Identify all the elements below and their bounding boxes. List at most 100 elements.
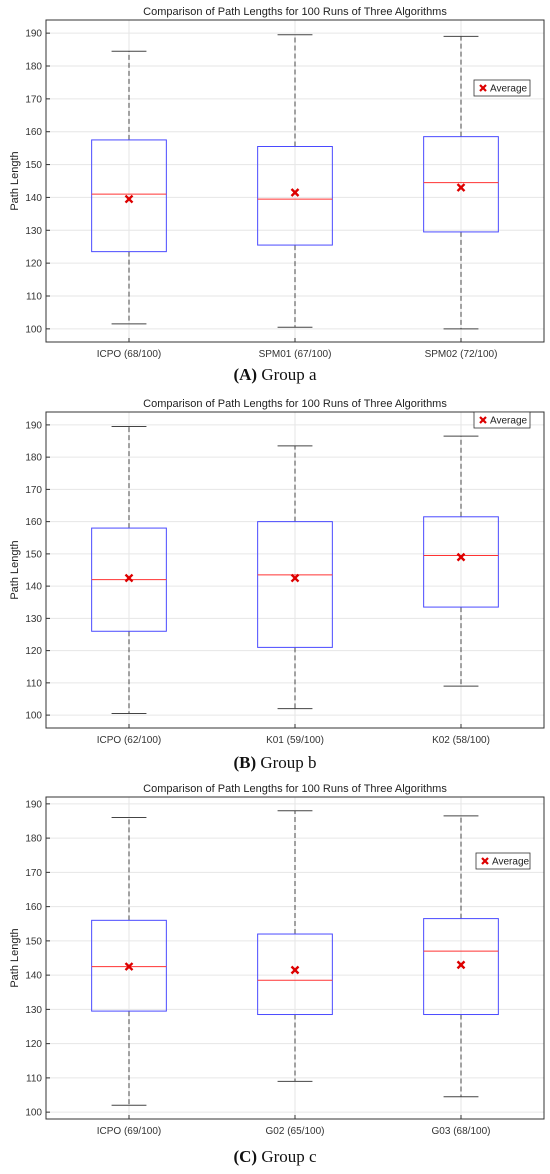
y-tick-label: 180: [25, 453, 42, 464]
legend-box: [475, 852, 531, 870]
mean-marker: [290, 188, 300, 197]
y-tick-label: 180: [25, 834, 42, 845]
caption-b-letter: (B): [233, 753, 257, 772]
iqr-box: [257, 146, 333, 246]
legend-label: Average: [490, 84, 528, 95]
y-tick-label: 130: [25, 226, 42, 237]
box-group: [91, 426, 167, 714]
caption-a: (A) Group a: [0, 365, 550, 385]
y-tick-label: 130: [25, 1005, 42, 1016]
mean-marker: [124, 194, 134, 204]
mean-marker-stroke: [456, 960, 466, 970]
caption-b-text: Group b: [256, 753, 317, 772]
mean-marker-stroke: [124, 962, 134, 971]
y-tick-label: 160: [25, 517, 42, 528]
legend-box: [473, 411, 531, 429]
boxplot-chart-a: Comparison of Path Lengths for 100 Runs …: [9, 6, 545, 360]
box-group: [257, 34, 333, 328]
y-tick-label: 160: [25, 127, 42, 138]
iqr-box: [257, 521, 333, 648]
y-axis-label: Path Length: [9, 928, 21, 987]
mean-marker-stroke: [290, 573, 300, 583]
y-tick-label: 140: [25, 582, 42, 593]
x-tick-label: ICPO (68/100): [97, 349, 161, 360]
mean-marker: [290, 965, 300, 975]
y-tick-label: 120: [25, 646, 42, 657]
box-group: [91, 817, 167, 1106]
y-tick-label: 150: [25, 160, 42, 171]
y-tick-label: 140: [25, 971, 42, 982]
box-group: [423, 35, 499, 330]
caption-c-letter: (C): [233, 1147, 258, 1166]
chart-panel-b: Comparison of Path Lengths for 100 Runs …: [0, 392, 550, 780]
x-tick-label: K02 (58/100): [432, 735, 490, 746]
mean-marker-stroke: [290, 188, 300, 197]
y-tick-label: 130: [25, 614, 42, 625]
y-tick-label: 170: [25, 868, 42, 879]
x-tick-label: ICPO (62/100): [97, 735, 161, 746]
legend: Average: [473, 79, 531, 97]
legend-label: Average: [492, 857, 530, 868]
y-tick-label: 180: [25, 62, 42, 73]
boxplot-chart-c: Comparison of Path Lengths for 100 Runs …: [9, 783, 545, 1137]
y-tick-label: 120: [25, 259, 42, 270]
y-tick-label: 100: [25, 1108, 42, 1119]
x-tick-label: K01 (59/100): [266, 735, 324, 746]
x-tick-label: G02 (65/100): [266, 1126, 325, 1137]
caption-c-text: Group c: [257, 1147, 317, 1166]
iqr-box: [423, 918, 499, 1016]
y-tick-label: 150: [25, 936, 42, 947]
iqr-box: [423, 136, 499, 233]
y-tick-label: 110: [26, 678, 42, 689]
x-tick-label: SPM01 (67/100): [259, 349, 332, 360]
box-group: [257, 445, 333, 710]
caption-a-letter: (A): [233, 365, 258, 384]
y-tick-label: 100: [25, 324, 42, 335]
mean-marker: [456, 183, 466, 192]
mean-marker: [290, 573, 300, 583]
chart-title: Comparison of Path Lengths for 100 Runs …: [143, 6, 447, 18]
caption-a-text: Group a: [257, 365, 317, 384]
mean-marker-stroke: [456, 183, 466, 192]
y-tick-label: 170: [25, 485, 42, 496]
mean-marker-stroke: [456, 552, 466, 562]
mean-marker: [456, 960, 466, 970]
y-axis-label: Path Length: [9, 540, 21, 599]
y-tick-label: 100: [25, 711, 42, 722]
x-tick-label: SPM02 (72/100): [425, 349, 498, 360]
y-tick-label: 120: [25, 1039, 42, 1050]
legend-box: [473, 79, 531, 97]
mean-marker-stroke: [290, 965, 300, 975]
mean-marker: [456, 552, 466, 562]
y-tick-label: 190: [25, 29, 42, 40]
y-tick-label: 170: [25, 94, 42, 105]
x-tick-label: G03 (68/100): [432, 1126, 491, 1137]
legend-label: Average: [490, 416, 528, 427]
iqr-box: [257, 933, 333, 1016]
chart-title: Comparison of Path Lengths for 100 Runs …: [143, 398, 447, 410]
legend: Average: [473, 411, 531, 429]
box-group: [257, 810, 333, 1082]
y-tick-label: 110: [26, 1073, 42, 1084]
chart-title: Comparison of Path Lengths for 100 Runs …: [143, 783, 447, 795]
legend-marker: [479, 416, 487, 424]
legend: Average: [475, 852, 531, 870]
box-group: [423, 815, 499, 1098]
legend-marker: [479, 84, 487, 92]
box-group: [423, 435, 499, 687]
iqr-box: [423, 516, 499, 608]
mean-marker: [124, 962, 134, 971]
iqr-box: [91, 139, 167, 253]
mean-marker-stroke: [124, 194, 134, 204]
y-tick-label: 190: [25, 420, 42, 431]
y-tick-label: 190: [25, 799, 42, 810]
chart-panel-a: Comparison of Path Lengths for 100 Runs …: [0, 0, 550, 392]
chart-panel-c: Comparison of Path Lengths for 100 Runs …: [0, 780, 550, 1174]
legend-marker: [481, 857, 489, 865]
caption-c: (C) Group c: [0, 1147, 550, 1167]
x-tick-label: ICPO (69/100): [97, 1126, 161, 1137]
iqr-box: [91, 919, 167, 1012]
boxplot-chart-b: Comparison of Path Lengths for 100 Runs …: [9, 398, 545, 746]
mean-marker: [124, 573, 134, 583]
caption-b: (B) Group b: [0, 753, 550, 773]
